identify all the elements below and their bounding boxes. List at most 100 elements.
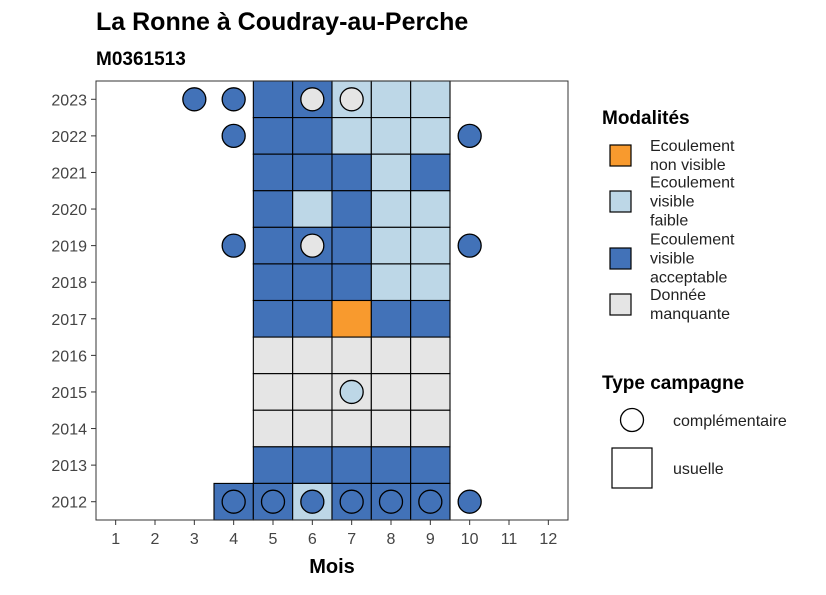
- y-tick-label-2015: 2015: [51, 385, 87, 402]
- tile-2016-8: [370, 336, 412, 375]
- point-2012-9: [418, 489, 443, 514]
- tile-2019-7: [331, 226, 372, 265]
- point-2012-7: [339, 489, 364, 514]
- y-tick-label-2016: 2016: [51, 348, 87, 365]
- legend-key-complementaire: [619, 407, 645, 433]
- legend-modalites-title: Modalités: [602, 108, 690, 129]
- x-tick-label-9: 9: [426, 531, 435, 548]
- x-tick-label-4: 4: [229, 531, 238, 548]
- tile-2015-5: [252, 373, 294, 411]
- x-tick-label-6: 6: [308, 531, 317, 548]
- point-2022-10: [457, 123, 482, 149]
- tile-2021-7: [331, 153, 372, 192]
- point-2023-4: [221, 87, 246, 112]
- tile-2017-9: [410, 299, 451, 338]
- legend-type-title: Type campagne: [602, 373, 744, 394]
- legend-label-visible_faible-1: visible: [650, 194, 695, 211]
- tile-2014-9: [410, 409, 451, 448]
- tile-2019-9: [410, 226, 451, 265]
- chart-subtitle: M0361513: [96, 49, 186, 70]
- tile-2020-8: [370, 190, 412, 228]
- x-tick-label-2: 2: [151, 531, 160, 548]
- tile-2016-5: [252, 336, 294, 375]
- tile-2017-6: [292, 299, 333, 338]
- tile-2013-8: [370, 446, 412, 484]
- tile-2015-6: [292, 373, 333, 411]
- tile-2020-7: [331, 190, 372, 228]
- tile-2021-6: [292, 153, 333, 192]
- tile-2017-5: [252, 299, 294, 338]
- tile-2020-9: [410, 190, 451, 228]
- tile-2018-5: [252, 263, 294, 302]
- tile-2017-8: [370, 299, 412, 338]
- tile-2016-6: [292, 336, 333, 375]
- tile-2014-7: [331, 409, 372, 448]
- tile-2017-7: [331, 299, 372, 338]
- y-tick-label-2020: 2020: [51, 202, 87, 219]
- x-tick-label-5: 5: [269, 531, 278, 548]
- legend-label-visible_faible-0: Ecoulement: [650, 175, 735, 192]
- tile-2018-6: [292, 263, 333, 302]
- x-tick-label-10: 10: [461, 531, 479, 548]
- tile-2013-5: [252, 446, 294, 484]
- legend-label-complementaire: complémentaire: [673, 413, 787, 430]
- legend-key-visible_faible: [609, 190, 632, 213]
- chart-title: La Ronne à Coudray-au-Perche: [96, 8, 468, 36]
- y-tick-label-2013: 2013: [51, 458, 87, 475]
- tile-2014-8: [370, 409, 412, 448]
- legend-label-usuelle: usuelle: [673, 461, 724, 478]
- point-2012-6: [300, 489, 325, 514]
- y-tick-label-2014: 2014: [51, 422, 87, 439]
- tile-2022-6: [292, 117, 333, 155]
- y-tick-label-2018: 2018: [51, 275, 87, 292]
- tile-2023-8: [370, 80, 412, 119]
- tile-2016-7: [331, 336, 372, 375]
- tile-2022-7: [331, 117, 372, 155]
- x-tick-label-12: 12: [539, 531, 557, 548]
- legend-label-visible_acceptable-2: acceptable: [650, 270, 727, 287]
- x-tick-label-11: 11: [501, 531, 518, 548]
- point-2015-7: [339, 379, 364, 405]
- x-axis-title: Mois: [309, 556, 355, 578]
- point-2023-3: [182, 87, 207, 112]
- point-2019-4: [221, 233, 246, 258]
- legend-label-non_visible-1: non visible: [650, 157, 726, 174]
- tile-2015-8: [370, 373, 412, 411]
- tile-2016-9: [410, 336, 451, 375]
- tile-2014-6: [292, 409, 333, 448]
- legend-key-non_visible: [609, 144, 632, 167]
- tile-2021-8: [370, 153, 412, 192]
- point-2023-6: [300, 87, 325, 112]
- tile-2022-5: [252, 117, 294, 155]
- legend-label-visible_acceptable-1: visible: [650, 251, 695, 268]
- legend-key-visible_acceptable: [609, 247, 632, 270]
- legend-label-manquante-1: manquante: [650, 306, 730, 323]
- tile-2022-8: [370, 117, 412, 155]
- y-tick-label-2022: 2022: [51, 129, 87, 146]
- y-tick-label-2023: 2023: [51, 92, 87, 109]
- x-tick-label-8: 8: [387, 531, 396, 548]
- tile-2023-5: [252, 80, 294, 119]
- legend-label-non_visible-0: Ecoulement: [650, 138, 735, 155]
- tile-2022-9: [410, 117, 451, 155]
- point-2019-10: [457, 233, 482, 258]
- tile-2014-5: [252, 409, 294, 448]
- tile-2019-5: [252, 226, 294, 265]
- tile-2019-8: [370, 226, 412, 265]
- tile-2020-6: [292, 190, 333, 228]
- x-tick-label-1: 1: [111, 531, 120, 548]
- legend-key-usuelle: [611, 447, 653, 489]
- point-2022-4: [221, 123, 246, 149]
- point-2023-7: [339, 87, 364, 112]
- tile-2023-9: [410, 80, 451, 119]
- tile-2013-7: [331, 446, 372, 484]
- legend-label-manquante-0: Donnée: [650, 287, 706, 304]
- point-2019-6: [300, 233, 325, 258]
- y-tick-label-2012: 2012: [51, 495, 87, 512]
- tile-2018-8: [370, 263, 412, 302]
- point-2012-10: [457, 489, 482, 514]
- y-tick-label-2017: 2017: [51, 312, 87, 329]
